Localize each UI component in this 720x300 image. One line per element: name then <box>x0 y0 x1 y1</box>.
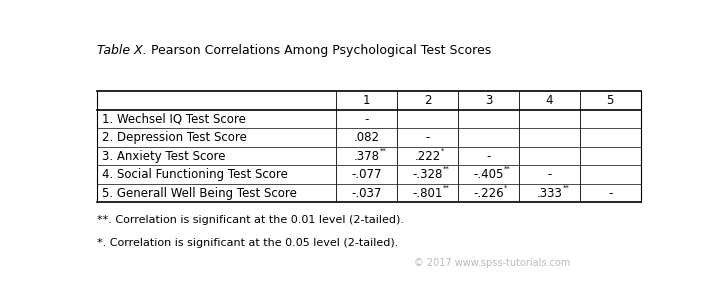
Text: 5: 5 <box>607 94 614 107</box>
Text: .082: .082 <box>354 131 380 144</box>
Text: **: ** <box>504 166 510 172</box>
Text: -: - <box>364 113 369 126</box>
Text: -: - <box>547 168 552 181</box>
Text: -: - <box>426 131 430 144</box>
Text: -.037: -.037 <box>351 187 382 200</box>
Text: -.077: -.077 <box>351 168 382 181</box>
Text: 5. Generall Well Being Test Score: 5. Generall Well Being Test Score <box>102 187 297 200</box>
Text: .378: .378 <box>354 150 380 163</box>
Text: -: - <box>487 150 491 163</box>
Text: -.226: -.226 <box>473 187 504 200</box>
Text: *. Correlation is significant at the 0.05 level (2-tailed).: *. Correlation is significant at the 0.0… <box>97 238 399 248</box>
Text: © 2017 www.spss-tutorials.com: © 2017 www.spss-tutorials.com <box>413 258 570 268</box>
Text: -: - <box>608 187 613 200</box>
Text: 2: 2 <box>424 94 431 107</box>
Text: Table X.: Table X. <box>97 44 147 57</box>
Text: **: ** <box>380 148 387 154</box>
Text: **: ** <box>562 184 569 190</box>
Text: 3: 3 <box>485 94 492 107</box>
Text: 3. Anxiety Test Score: 3. Anxiety Test Score <box>102 150 225 163</box>
Text: 2. Depression Test Score: 2. Depression Test Score <box>102 131 246 144</box>
Text: -.801: -.801 <box>413 187 443 200</box>
Text: *: * <box>504 184 508 190</box>
Text: 1. Wechsel IQ Test Score: 1. Wechsel IQ Test Score <box>102 113 246 126</box>
Text: 1: 1 <box>363 94 371 107</box>
Text: 4: 4 <box>546 94 553 107</box>
Text: **: ** <box>443 166 449 172</box>
Text: **: ** <box>443 184 449 190</box>
Text: **. Correlation is significant at the 0.01 level (2-tailed).: **. Correlation is significant at the 0.… <box>97 215 404 225</box>
Text: -.405: -.405 <box>473 168 504 181</box>
Text: 4. Social Functioning Test Score: 4. Social Functioning Test Score <box>102 168 287 181</box>
Text: *: * <box>441 148 444 154</box>
Text: Pearson Correlations Among Psychological Test Scores: Pearson Correlations Among Psychological… <box>147 44 491 57</box>
Text: .222: .222 <box>415 150 441 163</box>
Text: .333: .333 <box>536 187 562 200</box>
Text: -.328: -.328 <box>413 168 443 181</box>
